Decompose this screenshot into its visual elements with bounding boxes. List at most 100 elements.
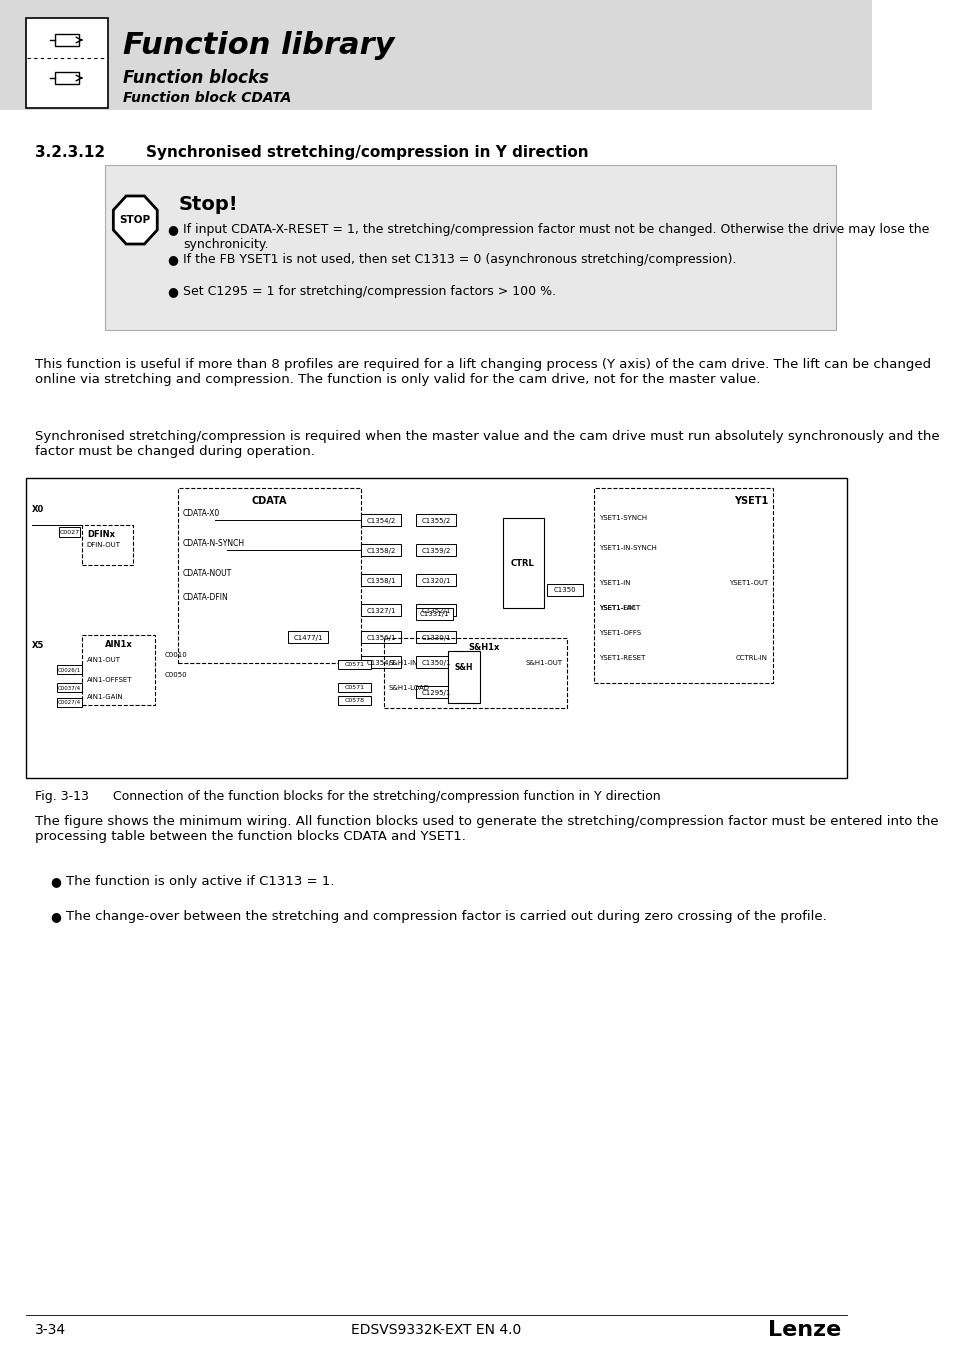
Text: S&H: S&H (454, 663, 473, 672)
Text: YSET1-SYNCH: YSET1-SYNCH (598, 514, 646, 521)
Bar (82, 634, 155, 705)
Text: AIN1-GAIN: AIN1-GAIN (87, 694, 123, 701)
Bar (546, 585, 582, 595)
Bar (448, 651, 479, 703)
Bar (56, 666, 82, 674)
Bar (502, 518, 543, 608)
Text: CDATA-X0: CDATA-X0 (183, 509, 220, 517)
Text: YSET1-FACT: YSET1-FACT (598, 605, 639, 612)
Bar (416, 603, 456, 616)
Bar (82, 525, 132, 566)
Text: 3.2.3.12: 3.2.3.12 (34, 144, 105, 161)
Text: CDATA-N-SYNCH: CDATA-N-SYNCH (183, 539, 245, 548)
FancyBboxPatch shape (0, 0, 871, 109)
Text: C0571: C0571 (344, 684, 364, 690)
Text: The change-over between the stretching and compression factor is carried out dur: The change-over between the stretching a… (66, 910, 825, 923)
Text: AIN1-OFFSET: AIN1-OFFSET (87, 676, 132, 683)
Text: S&H1-OUT: S&H1-OUT (524, 660, 561, 666)
Bar (416, 574, 456, 586)
Bar (416, 630, 456, 643)
Text: X5: X5 (32, 640, 45, 649)
Text: CTRL: CTRL (511, 559, 535, 567)
Bar (338, 697, 371, 705)
Text: If the FB YSET1 is not used, then set C1313 = 0 (asynchronous stretching/compres: If the FB YSET1 is not used, then set C1… (183, 252, 736, 266)
Bar (59, 526, 79, 537)
Text: S&H1x: S&H1x (468, 643, 499, 652)
Bar (26, 478, 845, 778)
Bar (383, 639, 566, 707)
Text: If input CDATA-X-RESET = 1, the stretching/compression factor must not be change: If input CDATA-X-RESET = 1, the stretchi… (183, 223, 928, 251)
Text: C1350/1: C1350/1 (421, 660, 451, 666)
FancyBboxPatch shape (105, 165, 836, 329)
Text: AIN1-OUT: AIN1-OUT (87, 657, 121, 663)
Text: C1358/1: C1358/1 (366, 578, 395, 585)
Text: C0571: C0571 (344, 662, 364, 667)
Text: ●: ● (167, 285, 178, 298)
Text: C1355/2: C1355/2 (421, 518, 450, 524)
Text: CDATA-DFIN: CDATA-DFIN (183, 594, 229, 602)
Text: The function is only active if C1313 = 1.: The function is only active if C1313 = 1… (66, 875, 334, 888)
Bar (338, 683, 371, 693)
Text: C0010: C0010 (164, 652, 187, 657)
Text: C1358/2: C1358/2 (366, 548, 395, 554)
Text: C1354/1: C1354/1 (366, 660, 395, 666)
Text: YSET1-OUT: YSET1-OUT (728, 580, 767, 586)
Text: YSET1: YSET1 (733, 495, 767, 506)
Text: ●: ● (167, 252, 178, 266)
Bar (361, 544, 401, 556)
Text: This function is useful if more than 8 profiles are required for a lift changing: This function is useful if more than 8 p… (34, 358, 930, 386)
Bar (178, 487, 361, 663)
Text: C1350: C1350 (553, 587, 576, 593)
Text: S&H1-IN: S&H1-IN (388, 660, 417, 666)
Text: C0050: C0050 (164, 672, 187, 678)
Text: CDATA: CDATA (252, 495, 287, 506)
Text: C1354/2: C1354/2 (366, 518, 395, 524)
Text: Set C1295 = 1 for stretching/compression factors > 100 %.: Set C1295 = 1 for stretching/compression… (183, 285, 556, 298)
Bar (416, 514, 456, 526)
Text: Stop!: Stop! (178, 194, 237, 215)
Bar (361, 603, 401, 616)
Text: C1330/1: C1330/1 (421, 634, 451, 641)
Text: ●: ● (167, 223, 178, 236)
Text: CCTRL-IN: CCTRL-IN (735, 655, 767, 662)
Bar (416, 544, 456, 556)
Text: Function block CDATA: Function block CDATA (123, 90, 292, 105)
Polygon shape (113, 196, 157, 244)
Text: The figure shows the minimum wiring. All function blocks used to generate the st: The figure shows the minimum wiring. All… (34, 815, 938, 842)
Text: Synchronised stretching/compression is required when the master value and the ca: Synchronised stretching/compression is r… (34, 431, 939, 458)
Text: YSET1-RESET: YSET1-RESET (598, 655, 644, 662)
Text: C1320/1: C1320/1 (421, 578, 451, 585)
Bar (416, 656, 456, 668)
Bar (26, 18, 108, 108)
Bar (54, 34, 78, 46)
Text: C0027/4: C0027/4 (58, 701, 81, 705)
Text: C0578: C0578 (344, 698, 364, 703)
Text: YSET1-LIM: YSET1-LIM (598, 605, 635, 612)
Text: STOP: STOP (120, 215, 151, 225)
Text: DFINx: DFINx (87, 531, 114, 539)
Text: Synchronised stretching/compression in Y direction: Synchronised stretching/compression in Y… (146, 144, 588, 161)
Bar (56, 698, 82, 707)
Text: Fig. 3-13      Connection of the function blocks for the stretching/compression : Fig. 3-13 Connection of the function blo… (34, 790, 659, 803)
Text: ●: ● (51, 875, 61, 888)
Text: S&H1-LOAD: S&H1-LOAD (388, 684, 429, 691)
Text: C1327/1: C1327/1 (366, 608, 395, 614)
Text: C1352/1: C1352/1 (421, 608, 450, 614)
Bar (56, 683, 82, 693)
Text: X0: X0 (32, 505, 44, 514)
Bar (594, 487, 772, 683)
Text: EDSVS9332K-EXT EN 4.0: EDSVS9332K-EXT EN 4.0 (351, 1323, 520, 1336)
Text: YSET1-IN-SYNCH: YSET1-IN-SYNCH (598, 545, 656, 551)
Bar (416, 686, 456, 698)
Text: C1295/1: C1295/1 (421, 690, 450, 697)
Text: C0037/4: C0037/4 (58, 684, 81, 690)
Text: Lenze: Lenze (767, 1320, 841, 1341)
Bar (361, 656, 401, 668)
Text: AIN1x: AIN1x (105, 640, 132, 649)
Text: C1477/1: C1477/1 (293, 634, 322, 641)
Bar (338, 660, 371, 670)
Bar (361, 630, 401, 643)
Text: Function library: Function library (123, 31, 395, 59)
Bar (54, 72, 78, 84)
Text: DFIN-OUT: DFIN-OUT (87, 541, 121, 548)
